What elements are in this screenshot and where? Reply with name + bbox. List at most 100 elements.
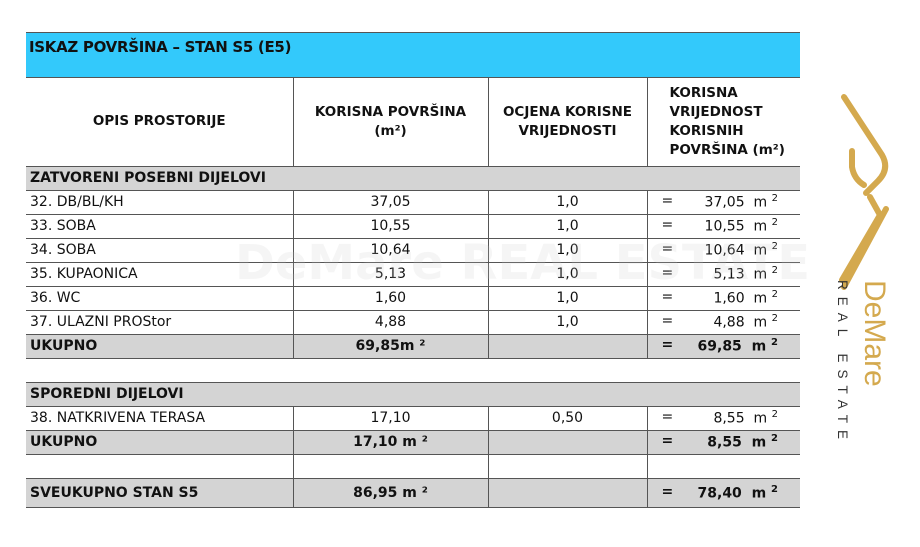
usable-value-cell: = 10,64 m 2 (646, 237, 800, 263)
unit: m (751, 485, 767, 502)
usable-value: 37,05 (704, 194, 745, 211)
unit-exponent: 2 (771, 337, 778, 349)
usable-value-cell: = 8,55 m 2 (646, 429, 800, 455)
section-row: SPOREDNI DIJELOVI (26, 381, 800, 407)
equals-sign: = (661, 337, 674, 354)
usability-factor: 1,0 (487, 309, 648, 335)
usable-area: 1,60 (292, 285, 489, 311)
usable-value-cell: = 10,55 m 2 (646, 213, 800, 239)
unit: m (753, 266, 768, 283)
room-description: 38. NATKRIVENA TERASA (26, 405, 294, 431)
equals-sign: = (661, 193, 674, 210)
section-row: ZATVORENI POSEBNI DIJELOVI (26, 165, 800, 191)
spacer-cell (26, 453, 294, 479)
equals-sign: = (661, 409, 674, 426)
table-row: 35. KUPAONICA 5,13 1,0 = 5,13 m 2 (26, 261, 800, 287)
usable-value: 10,55 (704, 218, 745, 235)
unit: m (751, 434, 767, 451)
usable-value: 5,13 (713, 266, 745, 283)
spacer-row (26, 453, 800, 479)
room-description: 37. ULAZNI PROStor (26, 309, 294, 335)
usability-factor: 0,50 (487, 405, 648, 431)
area-statement-sheet: ISKAZ POVRŠINA – STAN S5 (E5) OPIS PROST… (26, 32, 800, 508)
room-description: 36. WC (26, 285, 294, 311)
usable-area: 10,55 (292, 213, 489, 239)
usable-area: 17,10 m ² (292, 429, 489, 455)
room-description: 35. KUPAONICA (26, 261, 294, 287)
usable-value-cell: = 37,05 m 2 (646, 189, 800, 215)
unit: m (753, 242, 768, 259)
equals-sign: = (661, 241, 674, 258)
table-row: 38. NATKRIVENA TERASA 17,10 0,50 = 8,55 m… (26, 405, 800, 431)
table-row: 37. ULAZNI PROStor 4,88 1,0 = 4,88 m 2 (26, 309, 800, 335)
equals-sign: = (661, 483, 674, 500)
logo-sub-text: REAL ESTATE (835, 280, 850, 446)
room-description: 32. DB/BL/KH (26, 189, 294, 215)
unit: m (753, 314, 768, 331)
equals-sign: = (661, 433, 674, 450)
header-usable-area: KORISNA POVRŠINA (m²) (292, 78, 489, 167)
unit: m (753, 290, 768, 307)
unit-exponent: 2 (771, 289, 778, 301)
unit-exponent: 2 (771, 409, 778, 421)
table-row: 36. WC 1,60 1,0 = 1,60 m 2 (26, 285, 800, 311)
section-label: SPOREDNI DIJELOVI (26, 381, 800, 407)
header-usable-value: KORISNA VRIJEDNOST KORISNIH POVRŠINA (m²… (646, 78, 800, 167)
usability-factor: 1,0 (487, 261, 648, 287)
demare-logo: DeMare REAL ESTATE (835, 94, 891, 446)
usable-value: 69,85 (697, 338, 742, 355)
sheet-title: ISKAZ POVRŠINA – STAN S5 (E5) (26, 32, 800, 78)
usable-area: 10,64 (292, 237, 489, 263)
usable-value: 4,88 (713, 314, 745, 331)
usability-factor (487, 477, 648, 508)
unit-exponent: 2 (771, 193, 778, 205)
usability-factor: 1,0 (487, 213, 648, 239)
usability-factor: 1,0 (487, 189, 648, 215)
usable-area: 69,85m ² (292, 333, 489, 359)
unit: m (753, 194, 768, 211)
usable-value: 1,60 (713, 290, 745, 307)
unit-exponent: 2 (771, 265, 778, 277)
table-row: 32. DB/BL/KH 37,05 1,0 = 37,05 m 2 (26, 189, 800, 215)
spacer-row (26, 357, 800, 383)
usable-area: 5,13 (292, 261, 489, 287)
room-description: 33. SOBA (26, 213, 294, 239)
usability-factor (487, 333, 648, 359)
table-row: 33. SOBA 10,55 1,0 = 10,55 m 2 (26, 213, 800, 239)
usable-value: 8,55 (707, 434, 742, 451)
total-row: UKUPNO 69,85m ² = 69,85 m 2 (26, 333, 800, 359)
usable-value: 8,55 (713, 410, 745, 427)
usable-area: 17,10 (292, 405, 489, 431)
unit: m (753, 410, 768, 427)
usable-area: 86,95 m ² (292, 477, 489, 508)
header-usability-factor: OCJENA KORISNE VRIJEDNOSTI (487, 78, 648, 167)
usable-value-cell: = 8,55 m 2 (646, 405, 800, 431)
total-row: SVEUKUPNO STAN S5 86,95 m ² = 78,40 m 2 (26, 477, 800, 508)
usability-factor: 1,0 (487, 237, 648, 263)
header-row: OPIS PROSTORIJE KORISNA POVRŠINA (m²) OC… (26, 78, 800, 167)
equals-sign: = (661, 289, 674, 306)
usable-value-cell: = 1,60 m 2 (646, 285, 800, 311)
section-label: ZATVORENI POSEBNI DIJELOVI (26, 165, 800, 191)
spacer-cell (26, 357, 800, 383)
logo-brand-text: DeMare (858, 280, 891, 387)
usability-factor (487, 429, 648, 455)
room-description: UKUPNO (26, 333, 294, 359)
usability-factor: 1,0 (487, 285, 648, 311)
room-description: SVEUKUPNO STAN S5 (26, 477, 294, 508)
usable-area: 4,88 (292, 309, 489, 335)
equals-sign: = (661, 217, 674, 234)
area-table: OPIS PROSTORIJE KORISNA POVRŠINA (m²) OC… (26, 78, 800, 508)
usable-value: 10,64 (704, 242, 745, 259)
unit-exponent: 2 (771, 313, 778, 325)
equals-sign: = (661, 313, 674, 330)
unit-exponent: 2 (771, 433, 778, 445)
room-description: UKUPNO (26, 429, 294, 455)
usable-area: 37,05 (292, 189, 489, 215)
unit: m (751, 338, 767, 355)
table-row: 34. SOBA 10,64 1,0 = 10,64 m 2 (26, 237, 800, 263)
unit-exponent: 2 (771, 241, 778, 253)
unit-exponent: 2 (771, 483, 778, 495)
usable-value-cell: = 69,85 m 2 (646, 333, 800, 359)
usable-value-cell: = 5,13 m 2 (646, 261, 800, 287)
